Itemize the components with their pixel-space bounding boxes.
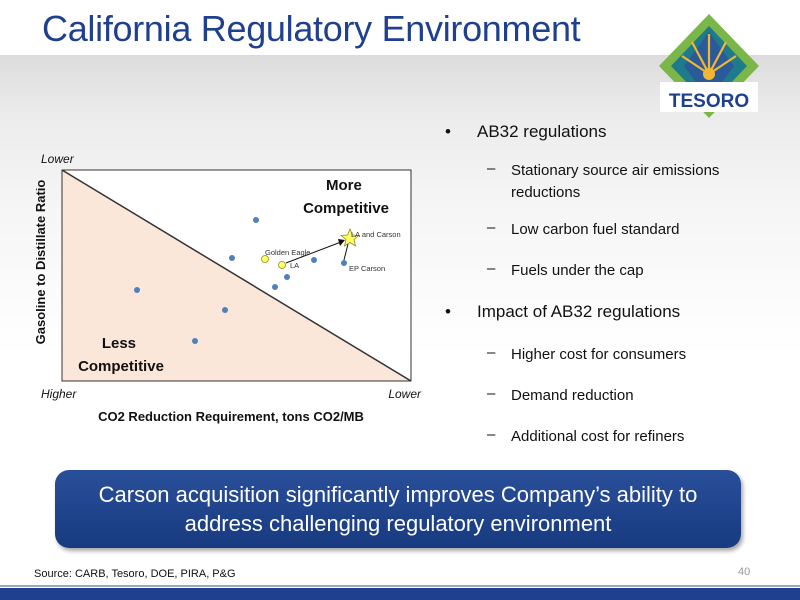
- tesoro-logo: TESORO: [654, 14, 764, 124]
- carson-link: [343, 243, 349, 261]
- dash-icon: –: [487, 344, 496, 361]
- data-point: [253, 217, 259, 223]
- bullet-text: AB32 regulations: [477, 122, 607, 141]
- ep-carson-label: EP Carson: [349, 264, 385, 273]
- sub-bullet-text: Additional cost for refiners: [511, 428, 685, 445]
- less-competitive-line1: Less: [102, 335, 136, 352]
- callout-text: Carson acquisition significantly improve…: [55, 480, 741, 538]
- callout-line2: address challenging regulatory environme…: [184, 511, 612, 536]
- page-number: 40: [738, 566, 751, 578]
- data-point: [192, 338, 198, 344]
- dash-icon: –: [487, 426, 496, 443]
- less-competitive-label: Less Competitive: [78, 335, 164, 375]
- more-competitive-line2: Competitive: [303, 200, 389, 217]
- improvement-arrow: [285, 241, 342, 264]
- sub-bullet-text: Fuels under the cap: [511, 262, 644, 279]
- dash-icon: –: [487, 385, 496, 402]
- x-axis-title: CO2 Reduction Requirement, tons CO2/MB: [98, 409, 364, 424]
- dash-icon: –: [487, 160, 496, 177]
- y-top-label: Lower: [41, 152, 75, 166]
- data-point: [134, 287, 140, 293]
- more-competitive-label: More Competitive: [303, 177, 389, 217]
- bullet-text: Impact of AB32 regulations: [477, 302, 681, 321]
- ep-carson-point: [341, 260, 347, 266]
- sub-bullet-text: Low carbon fuel standard: [511, 221, 680, 238]
- page-title: California Regulatory Environment: [42, 8, 581, 49]
- sub-bullet-text: Stationary source air emissions reductio…: [511, 162, 720, 201]
- bullet-dot-icon: •: [445, 122, 451, 141]
- callout-box: Carson acquisition significantly improve…: [55, 470, 741, 548]
- competitiveness-chart: Gasoline to Distillate Ratio Lower More …: [33, 150, 426, 430]
- golden-eagle-point: [261, 255, 269, 263]
- la-and-carson-star: [339, 227, 361, 247]
- logo-text: TESORO: [669, 91, 749, 112]
- data-point: [222, 307, 228, 313]
- bullet-dot-icon: •: [445, 302, 451, 321]
- data-point: [272, 284, 278, 290]
- source-note: Source: CARB, Tesoro, DOE, PIRA, P&G: [34, 568, 236, 580]
- dash-icon: –: [487, 260, 496, 277]
- competitive-frontier-line: [61, 169, 412, 382]
- la-and-carson-label: LA and Carson: [351, 230, 401, 239]
- callout-line1: Carson acquisition significantly improve…: [98, 482, 698, 507]
- more-competitive-line1: More: [326, 177, 362, 194]
- data-point: [311, 257, 317, 263]
- arrow-head: [338, 239, 345, 246]
- x-right-label: Lower: [388, 387, 422, 401]
- footer-divider: [0, 585, 800, 587]
- golden-eagle-label: Golden Eagle: [265, 248, 310, 257]
- la-label: LA: [290, 261, 299, 270]
- dash-icon: –: [487, 219, 496, 236]
- data-point: [229, 255, 235, 261]
- la-point: [278, 261, 286, 269]
- x-left-label: Higher: [41, 387, 77, 401]
- less-competitive-line2: Competitive: [78, 358, 164, 375]
- sub-bullet-text: Higher cost for consumers: [511, 346, 687, 363]
- sub-bullet-text: Demand reduction: [511, 387, 634, 404]
- data-point: [284, 274, 290, 280]
- y-axis-title: Gasoline to Distillate Ratio: [36, 180, 48, 345]
- footer-bar: [0, 588, 800, 600]
